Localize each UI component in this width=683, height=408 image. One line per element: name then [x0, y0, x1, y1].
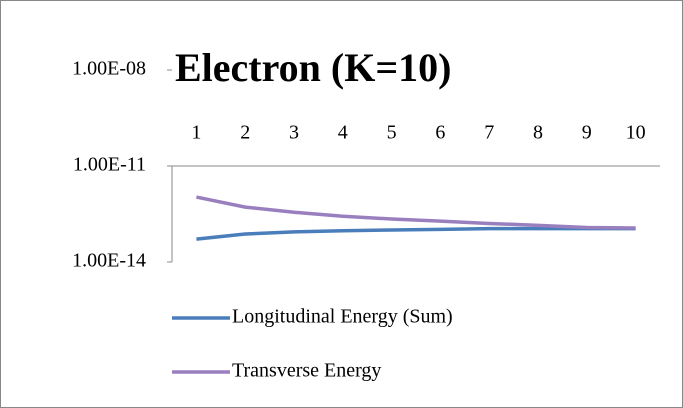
series-line — [196, 195, 636, 230]
chart-title: Electron (K=10) — [175, 45, 451, 90]
x-tick-label: 7 — [484, 122, 494, 144]
y-tick-label: 1.00E-08 — [72, 58, 146, 80]
x-tick-label: 2 — [240, 122, 250, 144]
x-tick-label: 5 — [387, 122, 397, 144]
x-tick-label: 1 — [191, 122, 201, 144]
x-tick-label: 9 — [582, 122, 592, 144]
legend-label: Transverse Energy — [232, 360, 381, 382]
x-tick-label: 3 — [289, 122, 299, 144]
series-line — [196, 226, 636, 241]
x-tick-label: 8 — [533, 122, 543, 144]
x-tick-label: 6 — [435, 122, 445, 144]
x-tick-label: 4 — [338, 122, 348, 144]
x-tick-label: 10 — [626, 122, 646, 144]
y-tick-label: 1.00E-14 — [72, 250, 146, 272]
legend-label: Longitudinal Energy (Sum) — [232, 306, 453, 328]
y-tick-label: 1.00E-11 — [73, 154, 146, 176]
